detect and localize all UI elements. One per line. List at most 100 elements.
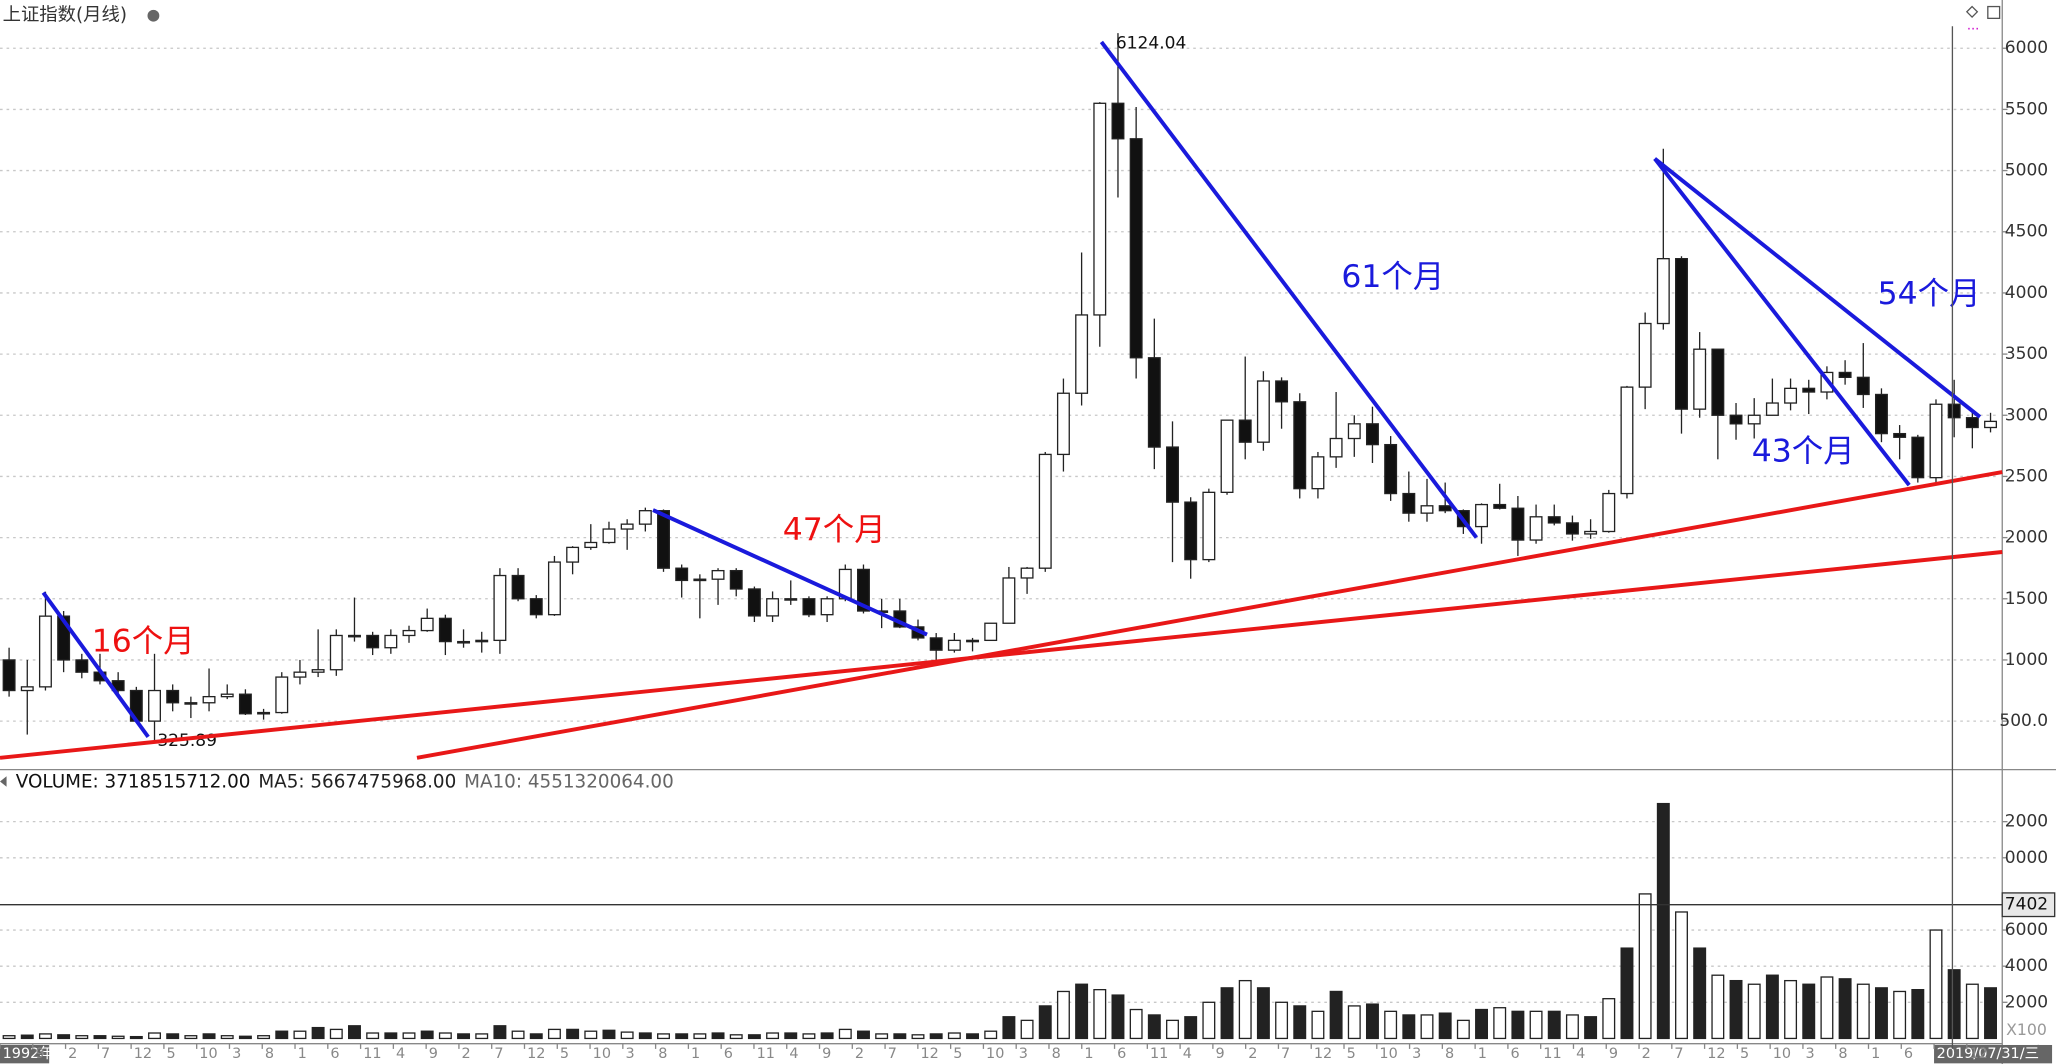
volume-bar: [820, 1032, 834, 1040]
y-tick-label: 500.0: [1999, 711, 2048, 731]
volume-bar: [802, 1033, 816, 1040]
candle-body: [1584, 530, 1598, 535]
volume-bar: [1711, 974, 1725, 1040]
annotation: 47个月: [783, 512, 886, 548]
candle-body: [1093, 102, 1107, 316]
volume-bar: [1802, 983, 1816, 1040]
x-tick-label: 1: [691, 1046, 700, 1062]
volume-bar: [20, 1034, 34, 1040]
volume-bar: [1947, 969, 1961, 1040]
trend-line: [1099, 40, 1479, 539]
volume-bar: [893, 1033, 907, 1040]
candle-body: [620, 523, 634, 530]
x-tick-label: 5: [1347, 1046, 1356, 1062]
volume-bar: [257, 1035, 271, 1040]
volume-bar: [1347, 1005, 1361, 1040]
volume-bar: [1220, 987, 1234, 1040]
y-tick-label: 3000: [2005, 405, 2048, 425]
y-tick-label: 2500: [2005, 466, 2048, 486]
date-box: [1934, 1044, 2053, 1064]
candle-body: [1729, 414, 1743, 425]
volume-bar: [584, 1030, 598, 1040]
volume-bar: [1984, 987, 1998, 1040]
y-tick-label: 5500: [2005, 99, 2048, 119]
x-tick-label: 11: [757, 1046, 775, 1062]
x-tick-label: 11: [363, 1046, 381, 1062]
volume-bar: [547, 1028, 561, 1040]
volume-bar: [984, 1030, 998, 1040]
volume-bar: [1166, 1019, 1179, 1040]
candle-body: [1620, 386, 1634, 495]
candle-body: [802, 598, 816, 616]
candle-body: [1020, 567, 1034, 579]
y-tick-label: 2000: [2005, 992, 2048, 1012]
volume-bar: [1475, 1008, 1489, 1040]
x-tick-label: 10: [986, 1046, 1004, 1062]
candle-body: [475, 639, 489, 643]
volume-bar: [1856, 983, 1870, 1040]
annotation: 16个月: [92, 623, 195, 659]
volume-bar: [1820, 976, 1834, 1040]
x-tick-label: 10: [1773, 1046, 1791, 1062]
candle-body: [1493, 503, 1507, 509]
volume-bar: [1184, 1016, 1198, 1040]
candle-body: [1365, 423, 1379, 446]
volume-bar: [1729, 979, 1743, 1040]
candle-body: [711, 569, 725, 580]
candle-body: [1129, 138, 1143, 359]
trend-line: [41, 591, 150, 739]
volume-bar: [184, 1035, 198, 1040]
volume-bar: [1565, 1014, 1579, 1040]
volume-bar: [1602, 998, 1616, 1040]
volume-bar: [384, 1032, 398, 1040]
x-tick-label: 4: [789, 1046, 798, 1062]
x-tick-label: 4: [396, 1046, 405, 1062]
candle-body: [1675, 258, 1688, 410]
x-tick-label: 5: [167, 1046, 176, 1062]
volume-bar: [1656, 802, 1670, 1040]
candle-body: [20, 686, 34, 692]
volume-bar: [1929, 929, 1943, 1040]
volume-bar: [129, 1035, 143, 1040]
x-tick-label: 2019/07/31/三: [1937, 1046, 2039, 1062]
candle-body: [1311, 456, 1325, 490]
volume-bar: [1511, 1010, 1525, 1040]
x-tick-label: 11: [1543, 1046, 1561, 1062]
volume-bar: [693, 1033, 707, 1040]
y-tick-label: 6000: [2005, 920, 2048, 940]
cursor-label: 7402: [2005, 895, 2048, 915]
x-tick-label: 2: [1248, 1046, 1257, 1062]
x-tick-label: 7: [888, 1046, 897, 1062]
volume-bar: [1129, 1008, 1143, 1040]
support-line: [416, 470, 2003, 760]
candle-body: [257, 711, 271, 715]
candle-body: [293, 671, 307, 678]
candle-body: [1547, 516, 1561, 524]
x-tick-label: 6: [1511, 1046, 1520, 1062]
volume-bar: [38, 1033, 52, 1040]
x-tick-label: 12: [1314, 1046, 1332, 1062]
candle-body: [566, 546, 580, 563]
volume-bar: [111, 1035, 125, 1040]
x-tick-label: 3: [232, 1046, 241, 1062]
volume-bar: [766, 1032, 780, 1040]
candle-body: [1111, 102, 1125, 140]
volume-bar: [1275, 1001, 1289, 1040]
volume-bar: [911, 1034, 925, 1040]
candle-body: [1075, 314, 1089, 394]
x-tick-label: 9: [429, 1046, 438, 1062]
y-tick-label: 4000: [2005, 956, 2048, 976]
volume-bar: [2, 1035, 16, 1040]
y-tick-label: 0000: [2005, 848, 2048, 868]
volume-bar: [366, 1032, 380, 1040]
candle-body: [1329, 437, 1343, 458]
candle-body: [238, 693, 252, 715]
candle-body: [1893, 432, 1907, 438]
volume-bar: [1002, 1016, 1016, 1040]
x-tick-label: 10: [593, 1046, 611, 1062]
candle-body: [148, 689, 161, 722]
volume-bar: [166, 1033, 180, 1040]
annotation: 6124.04: [1116, 33, 1186, 53]
chart-title: 上证指数(月线): [3, 5, 127, 26]
